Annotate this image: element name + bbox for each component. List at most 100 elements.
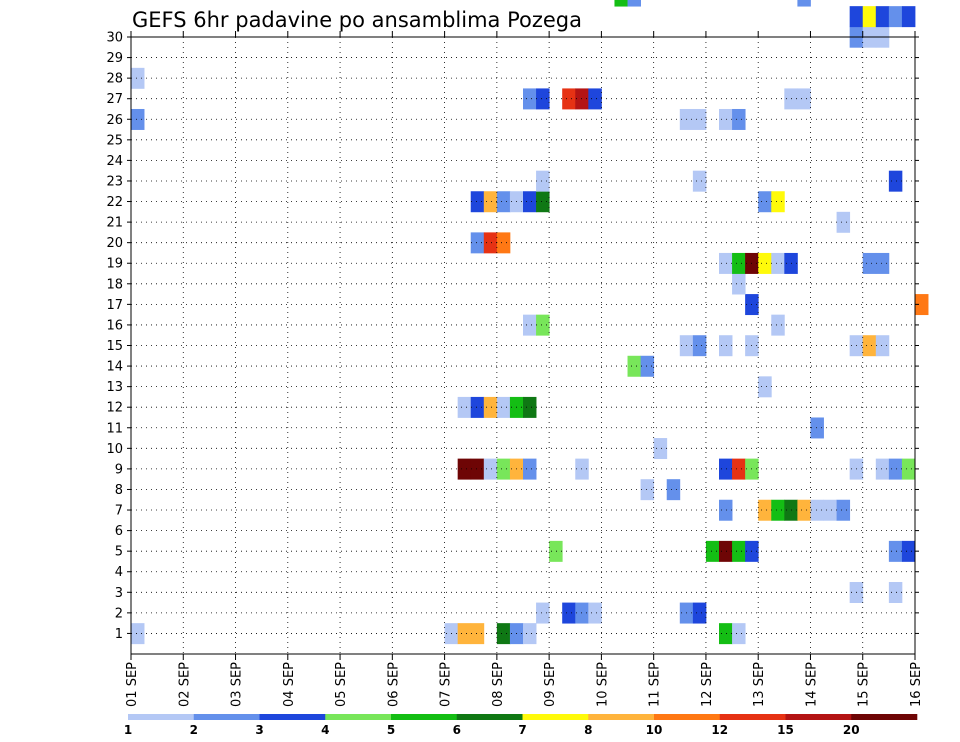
chart-title: GEFS 6hr padavine po ansamblima Pozega — [132, 8, 582, 32]
precip-cell — [614, 0, 628, 7]
colorbar-segment — [588, 714, 655, 720]
y-tick-label: 14 — [106, 360, 123, 375]
x-tick-label: 10 SEP — [595, 662, 610, 707]
precip-cell — [771, 252, 785, 274]
colorbar-label: 12 — [711, 723, 728, 737]
precip-cell — [875, 335, 890, 357]
precip-cell — [523, 623, 537, 645]
y-tick-label: 1 — [115, 627, 123, 642]
y-tick-label: 23 — [106, 174, 123, 189]
precip-cell — [719, 252, 733, 274]
grid-lines — [131, 37, 915, 654]
colorbar-segment — [325, 714, 392, 720]
precip-cell — [627, 0, 641, 7]
precip-cell — [588, 602, 602, 624]
colorbar-legend: 1 2 3 4 5 6 7 8 10 12 15 20 — [124, 714, 918, 737]
precip-cell — [875, 6, 890, 28]
y-tick-label: 22 — [106, 195, 123, 210]
precip-cell — [758, 191, 772, 213]
heatmap-cells — [131, 0, 929, 645]
precip-cell — [653, 438, 668, 460]
y-axis-ticks: 1234567891011121314151617181920212223242… — [106, 31, 919, 642]
y-tick-label: 16 — [106, 318, 123, 333]
y-tick-label: 12 — [106, 401, 123, 416]
precip-cell — [732, 623, 746, 645]
precip-cell — [470, 458, 485, 480]
precip-cell — [523, 191, 537, 213]
y-tick-label: 10 — [106, 442, 123, 457]
precip-cell — [771, 499, 785, 521]
precip-cell — [862, 335, 877, 357]
precip-cell — [771, 314, 785, 336]
precip-cell — [797, 0, 811, 7]
x-tick-label: 04 SEP — [282, 662, 297, 707]
x-tick-label: 16 SEP — [909, 662, 924, 707]
y-tick-label: 5 — [115, 545, 123, 560]
colorbar-segment — [193, 714, 260, 720]
colorbar-label: 20 — [843, 723, 860, 737]
y-tick-label: 21 — [106, 216, 123, 231]
precip-cell — [888, 6, 903, 28]
precip-cell — [719, 108, 733, 130]
x-axis-ticks: 01 SEP 02 SEP 03 SEP 04 SEP 05 SEP 06 SEP 07 S… — [125, 31, 924, 707]
precip-cell — [888, 458, 903, 480]
precip-cell — [810, 417, 824, 439]
colorbar-label: 5 — [387, 723, 395, 737]
precip-cell — [496, 232, 511, 254]
precip-cell — [470, 623, 485, 645]
precip-cell — [901, 6, 916, 28]
colorbar-label: 1 — [124, 723, 132, 737]
precip-cell — [692, 108, 707, 130]
x-tick-label: 06 SEP — [386, 662, 401, 707]
precip-cell — [457, 458, 472, 480]
precip-cell — [823, 499, 837, 521]
y-tick-label: 24 — [106, 154, 123, 169]
precip-cell — [536, 170, 550, 192]
precip-cell — [523, 396, 537, 418]
precip-cell — [588, 88, 602, 110]
x-tick-label: 15 SEP — [857, 662, 872, 707]
x-tick-label: 14 SEP — [804, 662, 819, 707]
x-tick-label: 03 SEP — [230, 662, 245, 707]
colorbar-label: 3 — [255, 723, 263, 737]
precip-cell — [549, 540, 563, 562]
x-tick-label: 02 SEP — [177, 662, 192, 707]
precip-cell — [575, 458, 589, 480]
y-tick-label: 17 — [106, 298, 123, 313]
precip-cell — [758, 499, 772, 521]
colorbar-label: 2 — [190, 723, 198, 737]
colorbar-segment — [391, 714, 458, 720]
x-tick-label: 13 SEP — [752, 662, 767, 707]
precip-cell — [470, 396, 485, 418]
y-tick-label: 15 — [106, 339, 123, 354]
precip-cell — [915, 294, 929, 316]
precip-cell — [836, 499, 851, 521]
y-tick-label: 27 — [106, 92, 123, 107]
precip-cell — [496, 191, 511, 213]
y-tick-label: 13 — [106, 380, 123, 395]
precip-cell — [131, 108, 145, 130]
precip-cell — [810, 499, 824, 521]
colorbar-segment — [719, 714, 786, 720]
colorbar-segment — [851, 714, 918, 720]
y-tick-label: 30 — [106, 31, 123, 46]
precip-cell — [523, 458, 537, 480]
y-tick-label: 3 — [115, 586, 123, 601]
colorbar-segment — [785, 714, 852, 720]
y-tick-label: 6 — [115, 524, 123, 539]
precip-cell — [732, 458, 746, 480]
precip-cell — [457, 623, 472, 645]
precip-cell — [797, 88, 811, 110]
precip-cell — [562, 602, 576, 624]
precip-cell — [666, 479, 681, 501]
y-tick-label: 2 — [115, 606, 123, 621]
precip-cell — [640, 479, 655, 501]
precip-cell — [719, 499, 733, 521]
x-tick-label: 01 SEP — [125, 662, 140, 707]
colorbar-label: 10 — [646, 723, 663, 737]
precip-cell — [483, 232, 498, 254]
precip-cell — [719, 458, 733, 480]
precip-cell — [836, 211, 851, 233]
